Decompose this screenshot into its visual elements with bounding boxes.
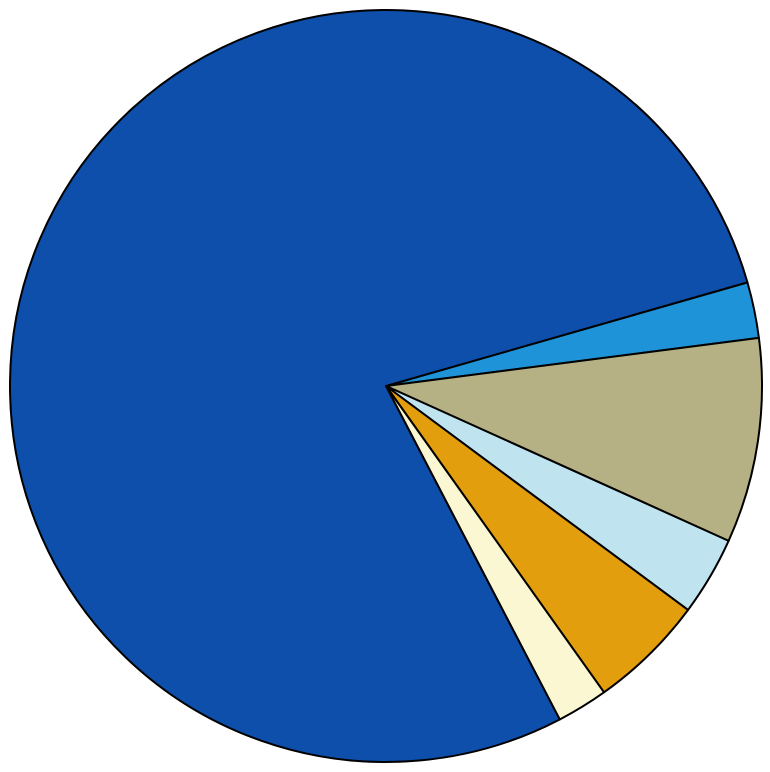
pie-chart-container [0,0,770,772]
pie-chart [0,0,770,772]
